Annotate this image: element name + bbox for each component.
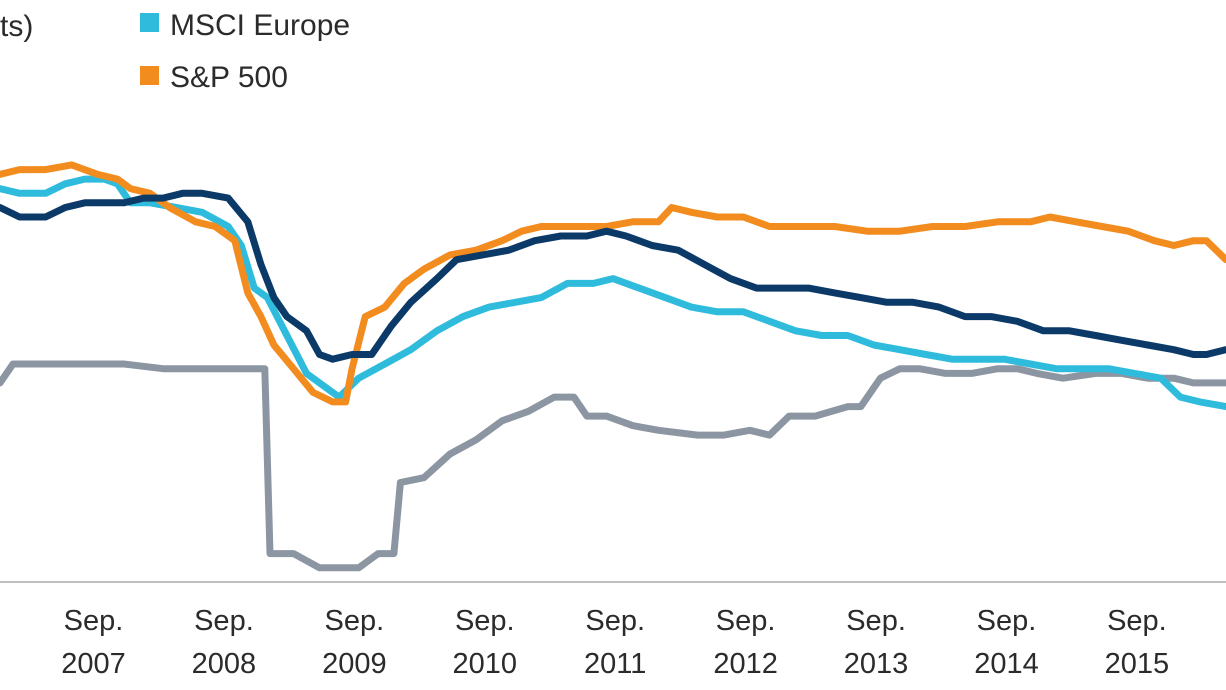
x-tick-label-6: Sep. 2013 [844, 605, 909, 680]
x-tick-label-0: Sep. 2007 [61, 605, 126, 680]
legend-swatch-sp500 [140, 66, 159, 85]
x-tick-label-4: Sep. 2011 [584, 605, 646, 680]
series-line-unnamed-0 [0, 360, 1226, 572]
y-axis-label-fragment: ts) [0, 10, 33, 43]
legend-label-msci-europe: MSCI Europe [170, 9, 350, 42]
legend-swatch-msci-europe [140, 13, 159, 32]
x-tick-label-2: Sep. 2009 [322, 605, 387, 680]
legend-label-sp500: S&P 500 [170, 61, 288, 94]
series-line-sp-500 [0, 161, 1226, 406]
x-tick-label-1: Sep. 2008 [192, 605, 257, 680]
x-tick-label-3: Sep. 2010 [453, 605, 518, 680]
x-axis-ticks: Sep. 2007 Sep. 2008 Sep. 2009 Sep. 2010 Sep. 2011… [61, 605, 1170, 680]
x-tick-label-8: Sep. 2015 [1105, 605, 1170, 680]
series-line-unnamed-3 [0, 189, 1226, 363]
x-tick-label-7: Sep. 2014 [974, 605, 1039, 680]
series-layer [0, 161, 1226, 572]
legend: ts) MSCI Europe S&P 500 [0, 9, 350, 94]
x-tick-label-5: Sep. 2012 [713, 605, 778, 680]
